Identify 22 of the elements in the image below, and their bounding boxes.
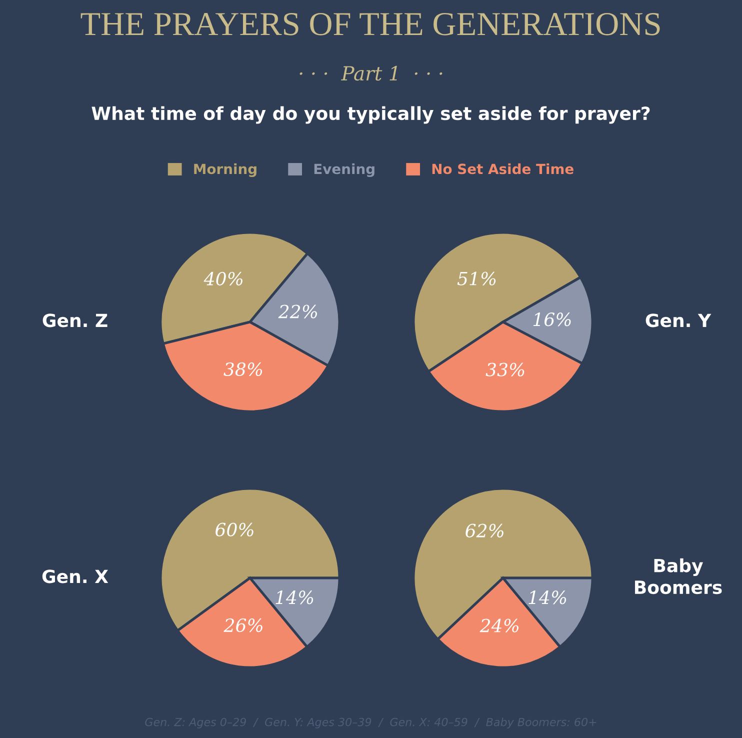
data-label: 16% [533, 312, 571, 326]
text: THE PRAYERS OF THE GENERATIONS [80, 12, 660, 36]
text: · · · Part 1 · · · [300, 66, 442, 81]
data-label: 62% [466, 524, 504, 538]
text: Baby Boomers [635, 558, 722, 594]
data-label: 22% [278, 304, 317, 318]
data-label: 26% [224, 618, 262, 632]
data-label: 51% [457, 272, 496, 286]
data-label: 33% [486, 362, 524, 376]
legend-label: No Set Aside Time [432, 163, 574, 174]
legend-label: Morning [194, 163, 256, 177]
data-label: 14% [528, 590, 566, 604]
text: Gen. Z [42, 314, 108, 328]
text: What time of day do you typically set aside for prayer? [92, 106, 650, 124]
text: Gen. Y [646, 314, 712, 328]
data-label: 14% [276, 590, 314, 604]
legend-label: Evening [314, 163, 374, 177]
text: Gen. X [42, 570, 108, 584]
data-label: 24% [480, 618, 518, 632]
data-label: 60% [216, 522, 254, 536]
data-label: 38% [224, 362, 262, 376]
data-label: 40% [204, 272, 242, 286]
